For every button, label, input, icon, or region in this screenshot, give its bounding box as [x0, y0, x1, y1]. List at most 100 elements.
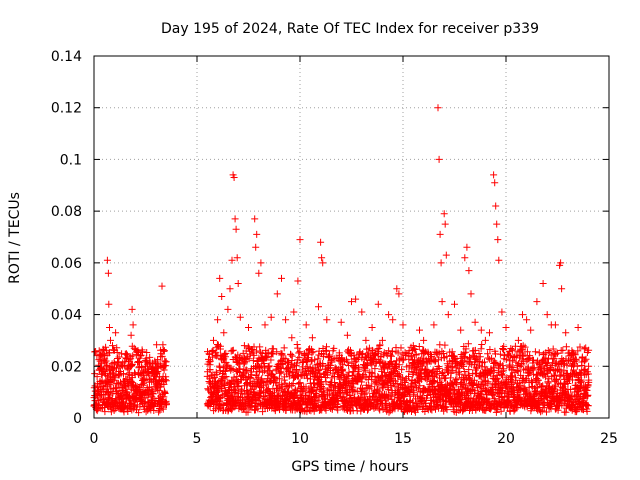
data-point-band	[206, 357, 214, 365]
data-point-band	[549, 345, 557, 353]
data-point	[533, 298, 541, 306]
data-point	[104, 269, 112, 277]
data-point	[119, 383, 127, 391]
data-point	[494, 236, 502, 244]
data-point-band	[370, 355, 378, 363]
data-point	[139, 375, 147, 383]
data-point-band	[213, 371, 221, 379]
data-point	[261, 321, 269, 329]
data-point	[463, 243, 471, 251]
data-point-band	[510, 353, 518, 361]
data-point-band	[580, 345, 588, 353]
data-point	[226, 285, 234, 293]
data-point-band	[560, 366, 568, 374]
data-point	[557, 259, 565, 267]
data-point-band	[411, 346, 419, 353]
data-point-band	[556, 372, 564, 380]
data-point	[214, 316, 222, 324]
data-point	[420, 336, 428, 344]
data-point-band	[537, 408, 545, 416]
data-point-band	[466, 375, 474, 383]
data-point-band	[375, 347, 383, 355]
data-point-band	[471, 346, 479, 354]
data-point-band	[278, 350, 286, 358]
data-point-band	[160, 393, 168, 401]
data-point-band	[136, 358, 144, 366]
y-tick-label: 0.14	[51, 49, 82, 65]
data-point-band	[162, 377, 170, 385]
data-point-band	[111, 384, 119, 392]
data-point-band	[325, 390, 333, 398]
data-point-band	[308, 349, 316, 357]
data-point	[441, 220, 449, 228]
data-point-band	[428, 352, 435, 360]
data-point	[213, 352, 221, 360]
data-point-band	[487, 387, 495, 395]
data-point-band	[492, 408, 500, 416]
data-point-band	[309, 348, 317, 356]
data-point-band	[489, 391, 497, 399]
data-point-band	[310, 407, 318, 415]
data-point	[457, 326, 465, 334]
data-point-band	[125, 356, 133, 364]
data-point-band	[508, 357, 516, 365]
data-point-band	[554, 406, 562, 414]
data-point-band	[514, 368, 522, 376]
data-point	[253, 230, 261, 238]
data-point-band	[286, 370, 293, 378]
data-point-band	[502, 356, 510, 364]
data-point	[486, 329, 493, 337]
data-point	[498, 308, 506, 316]
data-point-band	[547, 351, 555, 359]
data-point-band	[296, 379, 304, 387]
data-point-band	[320, 395, 328, 403]
data-point-band	[452, 358, 460, 365]
data-point-band	[246, 350, 254, 358]
data-point-band	[544, 378, 552, 386]
data-point-band	[525, 383, 533, 391]
data-point-band	[393, 379, 401, 387]
data-point	[290, 308, 298, 316]
data-point-band	[287, 351, 295, 359]
data-point-band	[573, 362, 581, 370]
data-point-band	[376, 341, 384, 349]
data-point-band	[584, 391, 592, 399]
data-point-band	[344, 358, 352, 366]
y-axis-label: ROTI / TECUs	[7, 192, 23, 284]
data-point	[154, 368, 162, 375]
data-point-band	[582, 355, 590, 363]
data-point-band	[563, 361, 571, 369]
data-point	[358, 308, 366, 316]
data-point-band	[433, 371, 441, 379]
data-point-band	[316, 379, 324, 387]
data-point	[148, 378, 156, 386]
data-point	[368, 324, 376, 331]
data-point	[514, 336, 522, 344]
data-point-band	[161, 390, 169, 397]
data-point-band	[129, 352, 137, 360]
data-point-band	[137, 351, 145, 359]
data-point-band	[122, 350, 130, 358]
data-point-band	[162, 373, 170, 381]
data-point-band	[500, 365, 508, 373]
data-point-band	[275, 387, 283, 395]
data-point	[233, 254, 241, 262]
data-point-band	[307, 375, 314, 383]
data-point-band	[282, 355, 290, 363]
data-point-band	[407, 352, 415, 360]
data-point-band	[420, 346, 428, 354]
data-point	[465, 267, 473, 275]
data-point	[234, 280, 242, 287]
data-point	[527, 326, 535, 334]
data-point	[395, 290, 403, 298]
data-point-band	[311, 356, 319, 364]
data-point-band	[534, 384, 542, 392]
data-point-band	[585, 376, 593, 384]
data-point-band	[575, 388, 583, 396]
data-point-band	[339, 370, 347, 378]
data-point-band	[470, 376, 478, 384]
data-point	[112, 329, 120, 337]
data-point-band	[462, 345, 470, 353]
data-point-band	[493, 374, 501, 382]
data-point-band	[532, 391, 540, 399]
